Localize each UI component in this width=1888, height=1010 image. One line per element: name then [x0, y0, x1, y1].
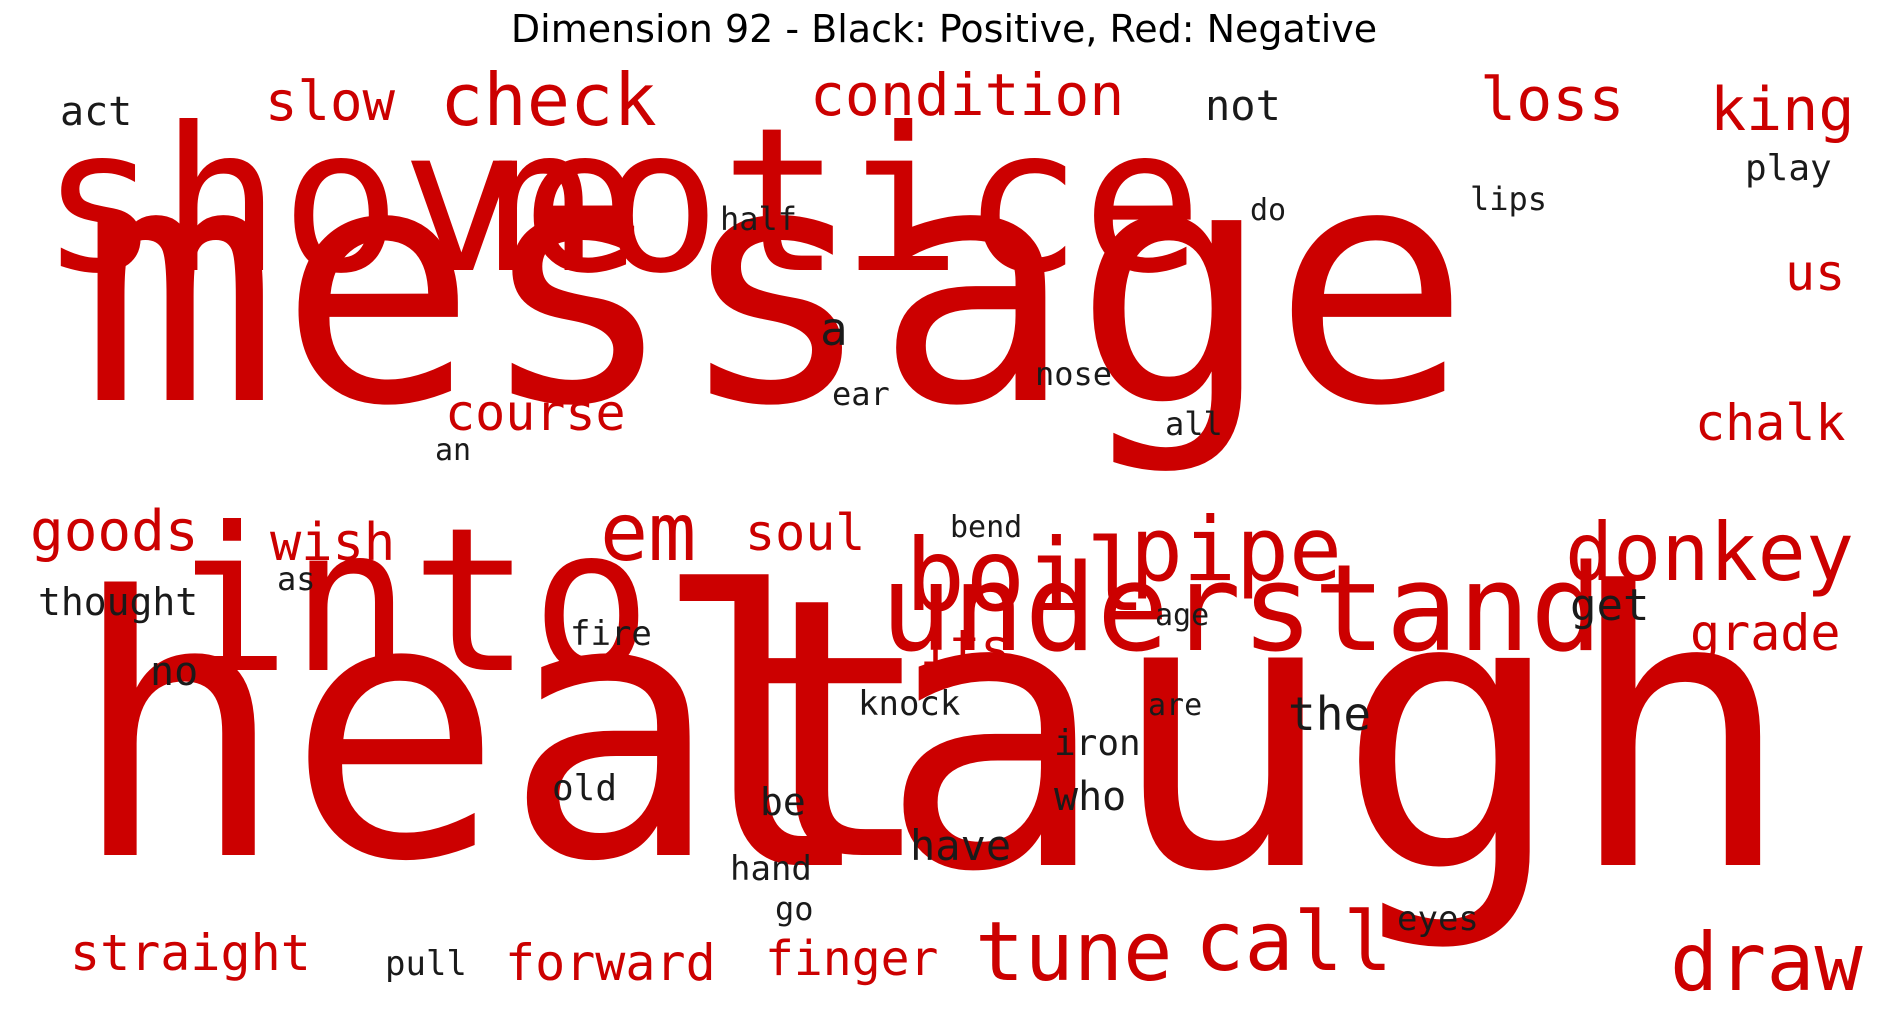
word-play: play — [1745, 148, 1832, 189]
word-half: half — [720, 200, 797, 238]
word-act: act — [60, 89, 132, 135]
word-laugh: laugh — [650, 512, 1794, 955]
word-get: get — [1570, 580, 1649, 631]
word-ear: ear — [832, 375, 890, 413]
word-old: old — [552, 768, 617, 809]
word-straight: straight — [70, 924, 311, 982]
word-no: no — [150, 649, 198, 695]
word-its: its — [920, 619, 1010, 677]
word-bend: bend — [950, 510, 1022, 545]
word-the: the — [1288, 687, 1371, 741]
word-forward: forward — [505, 934, 716, 992]
word-all: all — [1165, 405, 1223, 443]
word-not: not — [1205, 81, 1281, 130]
word-em: em — [600, 486, 696, 579]
word-heat: heat — [70, 521, 937, 940]
word-pull: pull — [385, 944, 467, 984]
word-soul: soul — [745, 504, 865, 562]
word-notice: notice — [480, 85, 1202, 318]
word-lips: lips — [1470, 180, 1547, 218]
word-wish: wish — [270, 513, 395, 573]
word-course: course — [445, 384, 626, 442]
word-knock: knock — [858, 684, 960, 724]
word-go: go — [775, 890, 814, 928]
word-loss: loss — [1480, 65, 1625, 135]
word-finger: finger — [765, 931, 938, 987]
word-call: call — [1195, 895, 1392, 990]
word-fire: fire — [570, 614, 652, 654]
word-nose: nose — [1035, 355, 1112, 393]
chart-title: Dimension 92 - Black: Positive, Red: Neg… — [510, 7, 1378, 51]
word-age: age — [1155, 598, 1209, 633]
word-have: have — [910, 821, 1011, 870]
word-thought: thought — [38, 580, 198, 624]
word-be: be — [760, 780, 806, 824]
word-us: us — [1785, 244, 1845, 302]
word-check: check — [440, 58, 657, 142]
word-hand: hand — [730, 849, 812, 889]
word-chalk: chalk — [1695, 394, 1846, 452]
word-king: king — [1710, 75, 1855, 145]
word-pipe: pipe — [1130, 498, 1342, 601]
word-tune: tune — [975, 905, 1172, 1000]
word-boil: boil — [905, 517, 1146, 634]
word-iron: iron — [1054, 723, 1141, 764]
word-donkey: donkey — [1565, 506, 1854, 599]
word-understand: understand — [880, 540, 1602, 679]
word-are: are — [1148, 688, 1202, 723]
word-into: into — [170, 485, 652, 718]
word-do: do — [1250, 193, 1286, 228]
word-a: a — [820, 302, 848, 356]
word-eyes: eyes — [1397, 899, 1479, 939]
word-slow: slow — [265, 70, 396, 133]
word-condition: condition — [810, 61, 1124, 129]
word-shove: shove — [40, 85, 642, 318]
word-as: as — [277, 560, 316, 598]
word-message: message — [80, 94, 1471, 478]
word-draw: draw — [1670, 916, 1863, 1009]
word-grade: grade — [1690, 604, 1841, 662]
word-who: who — [1054, 774, 1126, 820]
word-an: an — [435, 433, 471, 468]
word-goods: goods — [30, 499, 199, 564]
